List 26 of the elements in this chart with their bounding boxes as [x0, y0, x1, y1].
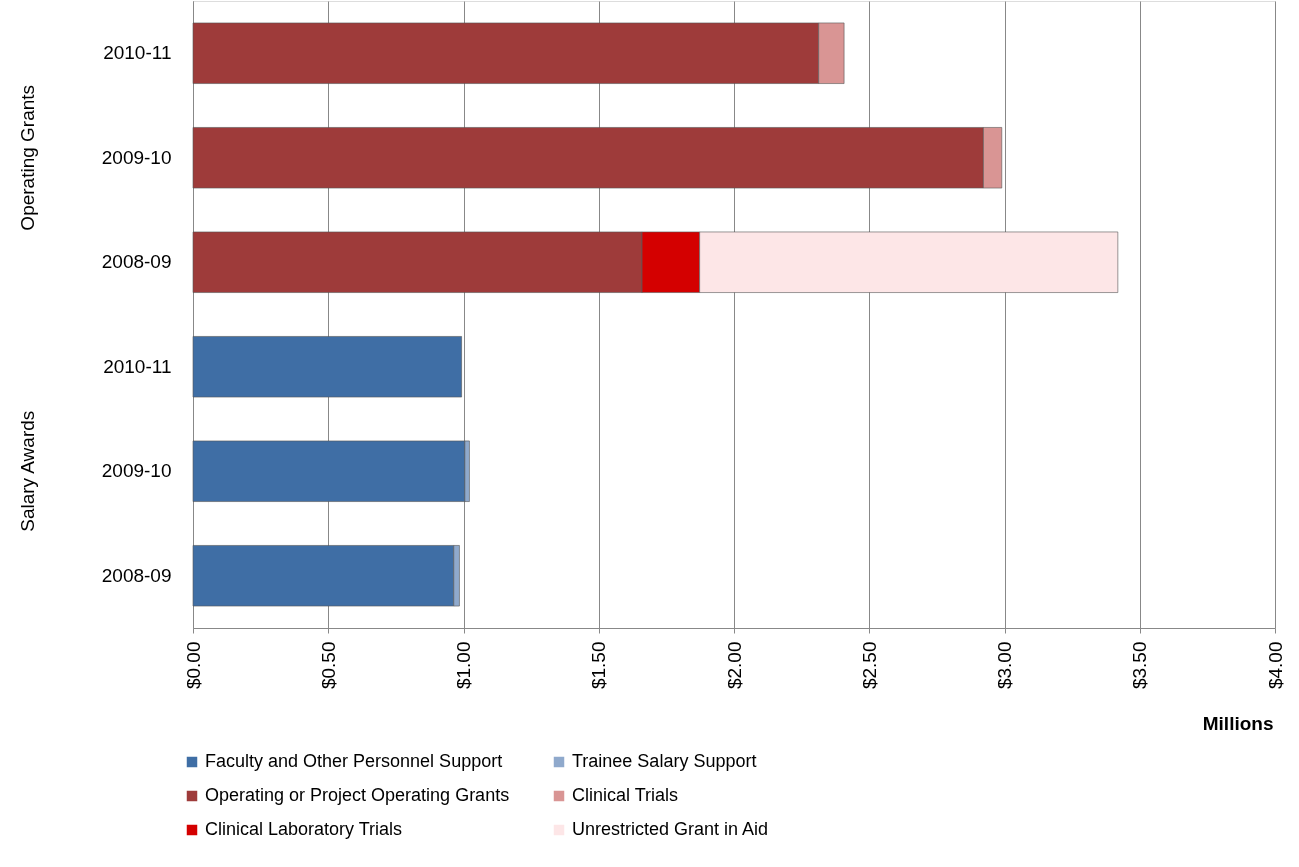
x-tick-label: $2.50 — [858, 641, 880, 690]
y-tick-label: 2008-09 — [101, 251, 172, 273]
y-tick-label: 2009-10 — [101, 460, 172, 482]
y-tick-label: 2008-09 — [101, 564, 172, 586]
bar — [192, 440, 466, 502]
legend-label: Unrestricted Grant in Aid — [572, 819, 769, 839]
legend-label: Faculty and Other Personnel Support — [205, 751, 503, 771]
x-tick-label: $1.00 — [453, 641, 474, 690]
x-axis-title: Millions — [1202, 712, 1274, 734]
x-tick-label: $0.00 — [182, 641, 204, 690]
x-tick-label: $2.00 — [723, 641, 745, 690]
x-tick-label: $4.00 — [1264, 641, 1286, 690]
y-tick-label: 2010-11 — [103, 42, 172, 64]
y-tick-label: 2009-10 — [101, 146, 172, 168]
text: Operating Grants — [17, 84, 38, 231]
legend-label: Clinical Laboratory Trials — [205, 819, 403, 839]
bar — [192, 336, 462, 398]
x-tick-label: $3.00 — [994, 641, 1015, 690]
x-tick-label: $0.50 — [317, 641, 339, 690]
y-tick-label: 2010-11 — [103, 355, 172, 377]
legend-label: Trainee Salary Support — [572, 751, 757, 771]
x-tick-label: $1.50 — [588, 641, 610, 690]
legend-label: Clinical Trials — [572, 785, 679, 805]
legend-label: Operating or Project Operating Grants — [205, 785, 510, 805]
text: Salary Awards — [17, 410, 38, 532]
x-tick-label: $3.50 — [1129, 641, 1151, 690]
